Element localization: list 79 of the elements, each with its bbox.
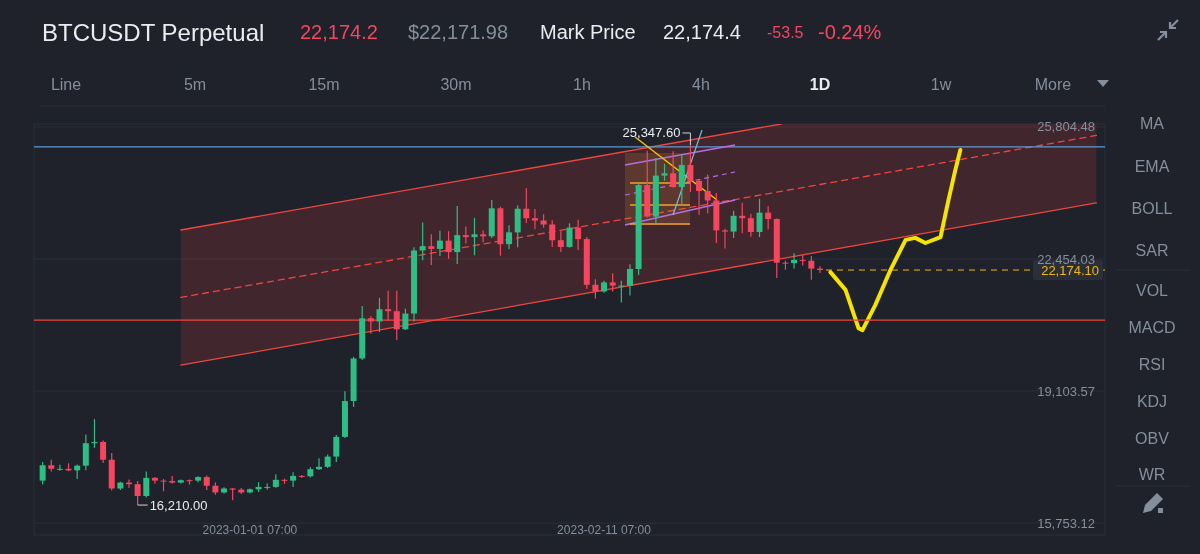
text: RSI bbox=[1138, 355, 1166, 373]
candlestick bbox=[393, 290, 400, 341]
text: 22,174.4 bbox=[663, 21, 741, 43]
candlestick bbox=[333, 434, 340, 463]
text: 4h bbox=[692, 75, 710, 93]
candlestick bbox=[756, 198, 763, 238]
candlestick bbox=[480, 229, 487, 243]
text: VOL bbox=[1135, 281, 1169, 299]
y-tick-label: 15,753.12 bbox=[1037, 515, 1095, 531]
y-tick-label: 25,804.48 bbox=[1037, 119, 1095, 135]
annotation: 16,210.00 bbox=[149, 497, 208, 513]
candlestick bbox=[618, 280, 625, 304]
text: 30m bbox=[440, 75, 472, 93]
candlestick bbox=[765, 205, 772, 231]
text: MACD bbox=[1128, 318, 1176, 336]
text: OBV bbox=[1135, 429, 1170, 447]
text: MA bbox=[1140, 114, 1165, 132]
candlestick bbox=[747, 213, 754, 238]
x-tick-label: 2023-02-11 07:00 bbox=[557, 523, 652, 537]
text: $22,171.98 bbox=[408, 21, 509, 43]
candlestick bbox=[82, 433, 89, 471]
candlestick bbox=[514, 204, 521, 248]
text: 1h bbox=[573, 75, 591, 93]
candlestick bbox=[56, 464, 63, 472]
y-tick-label: 19,103.57 bbox=[1037, 383, 1095, 399]
candlestick bbox=[549, 219, 556, 248]
text: EMA bbox=[1134, 157, 1170, 175]
text: 5m bbox=[183, 75, 207, 93]
candlestick bbox=[730, 210, 737, 239]
text: More bbox=[1034, 75, 1072, 93]
text: 22,174.2 bbox=[300, 21, 378, 43]
x-tick-label: 2023-01-01 07:00 bbox=[202, 523, 298, 537]
candlestick bbox=[670, 150, 677, 189]
candlestick bbox=[376, 297, 383, 333]
candlestick bbox=[687, 144, 694, 193]
candlestick bbox=[566, 222, 573, 249]
candlestick bbox=[791, 252, 798, 270]
candlestick bbox=[290, 471, 297, 488]
candlestick bbox=[436, 230, 443, 257]
candlestick bbox=[609, 272, 616, 293]
candlestick bbox=[626, 263, 633, 297]
text: SAR bbox=[1135, 241, 1169, 259]
line-series bbox=[828, 148, 963, 333]
candlestick bbox=[39, 461, 46, 486]
text: KDJ bbox=[1136, 392, 1168, 410]
candlestick bbox=[151, 476, 158, 485]
candlestick bbox=[143, 470, 150, 499]
candlestick bbox=[402, 308, 409, 331]
candlestick bbox=[428, 233, 435, 266]
text: BOLL bbox=[1131, 199, 1173, 217]
candlestick bbox=[134, 480, 141, 506]
candlestick bbox=[445, 230, 452, 260]
candlestick bbox=[678, 153, 685, 205]
text: 15m bbox=[308, 75, 340, 93]
candlestick bbox=[100, 439, 107, 464]
candlestick bbox=[385, 290, 392, 322]
candlestick bbox=[531, 208, 538, 230]
candlestick bbox=[592, 278, 599, 300]
candlestick bbox=[808, 255, 815, 281]
candlestick bbox=[523, 187, 530, 224]
candlestick bbox=[419, 221, 426, 261]
text: Line bbox=[50, 75, 82, 93]
candlestick bbox=[557, 230, 564, 253]
chart-title: BTCUSDT Perpetual bbox=[42, 18, 265, 46]
text: Mark Price bbox=[540, 21, 636, 43]
candlestick bbox=[506, 224, 513, 250]
annotation: 25,347.60 bbox=[622, 125, 681, 141]
text: -0.24% bbox=[818, 21, 882, 43]
candlestick bbox=[696, 178, 703, 216]
candlestick bbox=[462, 225, 469, 244]
text: -53.5 bbox=[767, 23, 804, 41]
text: WR bbox=[1138, 465, 1166, 483]
text: 1D bbox=[809, 75, 831, 93]
candlestick bbox=[454, 205, 461, 265]
candlestick bbox=[471, 217, 478, 256]
candlestick bbox=[721, 228, 728, 250]
candlestick bbox=[704, 173, 711, 215]
candlestick bbox=[575, 219, 582, 251]
text: 1w bbox=[930, 75, 952, 93]
